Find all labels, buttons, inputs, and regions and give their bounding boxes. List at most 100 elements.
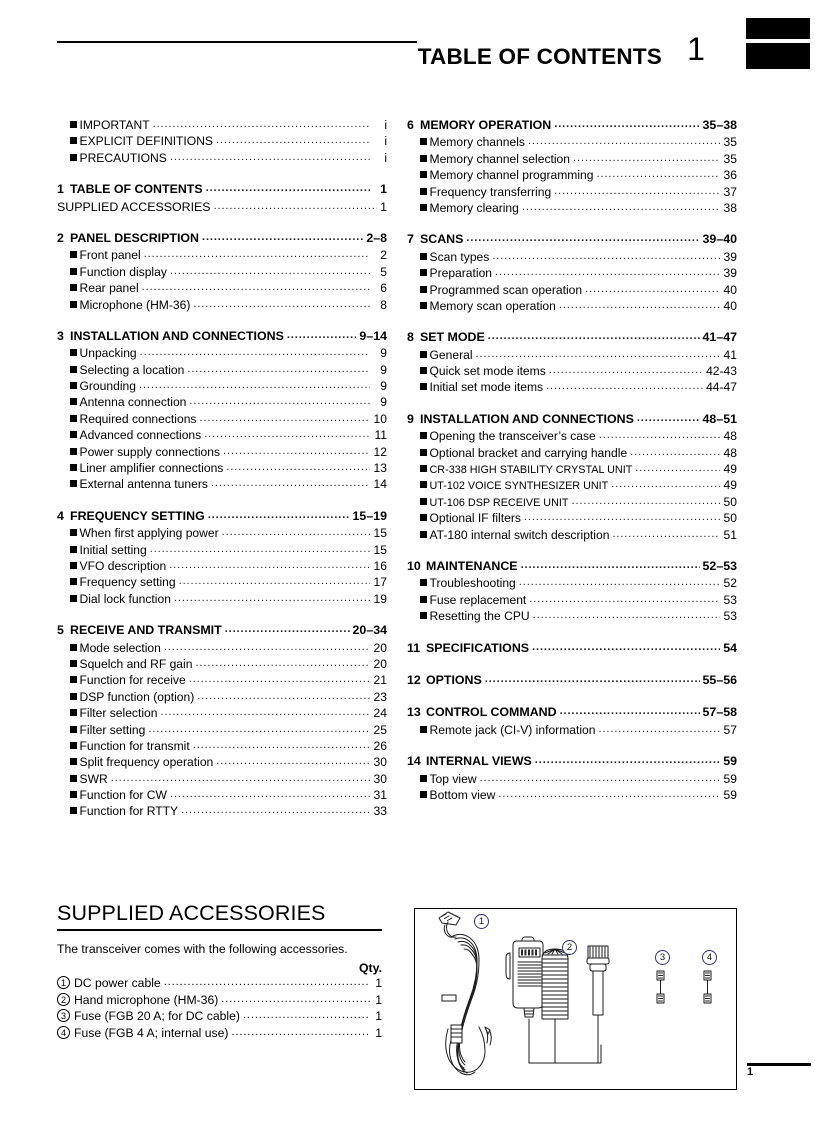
- toc-item-frequency-setting[interactable]: Frequency setting.......................…: [57, 575, 387, 591]
- toc-item-scan-types[interactable]: Scan types..............................…: [407, 250, 737, 266]
- toc-item-unpacking[interactable]: Unpacking...............................…: [57, 346, 387, 362]
- toc-entry-label: Frequency transferring: [429, 184, 552, 199]
- toc-item-advanced-connections[interactable]: Advanced connections....................…: [57, 428, 387, 444]
- toc-chapter-installation-and-connections[interactable]: 9 INSTALLATION AND CONNECTIONS...........…: [407, 412, 737, 429]
- leader-dots: ........................................…: [585, 282, 720, 295]
- toc-item-filter-setting[interactable]: Filter setting..........................…: [57, 723, 387, 739]
- toc-item-memory-channel-programming[interactable]: Memory channel programming..............…: [407, 168, 737, 184]
- toc-item-selecting-a-location[interactable]: Selecting a location....................…: [57, 363, 387, 379]
- accessory-qty: 1: [375, 976, 382, 991]
- toc-item-memory-scan-operation[interactable]: Memory scan operation...................…: [407, 299, 737, 315]
- accessory-index-circle: 2: [57, 992, 70, 1006]
- toc-item-dial-lock-function[interactable]: Dial lock function......................…: [57, 592, 387, 608]
- toc-item-troubleshooting[interactable]: Troubleshooting.........................…: [407, 576, 737, 592]
- toc-item-preparation[interactable]: Preparation.............................…: [407, 266, 737, 282]
- toc-entry-page: 54: [723, 640, 737, 655]
- toc-entry-label: Grounding: [79, 379, 136, 394]
- leader-dots: ........................................…: [139, 346, 370, 359]
- toc-item-precautions[interactable]: PRECAUTIONS.............................…: [57, 151, 387, 167]
- toc-item-mode-selection[interactable]: Mode selection..........................…: [57, 641, 387, 657]
- toc-chapter-number: 7: [407, 232, 414, 247]
- toc-item-when-first-applying-power[interactable]: When first applying power...............…: [57, 526, 387, 542]
- toc-item-filter-selection[interactable]: Filter selection........................…: [57, 706, 387, 722]
- toc-chapter-panel-description[interactable]: 2 PANEL DESCRIPTION......................…: [57, 231, 387, 248]
- square-bullet-icon: [70, 807, 77, 815]
- square-bullet-icon: [70, 464, 77, 472]
- toc-item-initial-setting[interactable]: Initial setting.........................…: [57, 543, 387, 559]
- toc-item-dsp-function-option[interactable]: DSP function (option)...................…: [57, 690, 387, 706]
- toc-chapter-set-mode[interactable]: 8 SET MODE...............................…: [407, 330, 737, 347]
- toc-item-rear-panel[interactable]: Rear panel..............................…: [57, 281, 387, 297]
- toc-chapter-table-of-contents[interactable]: 1 TABLE OF CONTENTS......................…: [57, 182, 387, 199]
- toc-chapter-specifications[interactable]: 11 SPECIFICATIONS........................…: [407, 641, 737, 658]
- toc-item-programmed-scan-operation[interactable]: Programmed scan operation...............…: [407, 283, 737, 299]
- toc-chapter-frequency-setting[interactable]: 4 FREQUENCY SETTING......................…: [57, 509, 387, 526]
- toc-entry-page: 20: [373, 640, 387, 655]
- toc-item-ut-106-dsp-receive-unit[interactable]: UT-106 DSP RECEIVE UNIT.................…: [407, 495, 737, 511]
- toc-item-opening-the-transceiver-s-case[interactable]: Opening the transceiver’s case..........…: [407, 429, 737, 445]
- toc-item-function-for-cw[interactable]: Function for CW.........................…: [57, 788, 387, 804]
- toc-item-front-panel[interactable]: Front panel.............................…: [57, 248, 387, 264]
- toc-entry-supplied-accessories[interactable]: SUPPLIED ACCESSORIES....................…: [57, 200, 387, 216]
- square-bullet-icon: [70, 365, 77, 373]
- toc-item-resetting-the-cpu[interactable]: Resetting the CPU.......................…: [407, 609, 737, 625]
- toc-item-split-frequency-operation[interactable]: Split frequency operation...............…: [57, 755, 387, 771]
- toc-item-antenna-connection[interactable]: Antenna connection......................…: [57, 395, 387, 411]
- toc-entry-page: 51: [723, 527, 737, 542]
- toc-chapter-memory-operation[interactable]: 6 MEMORY OPERATION.......................…: [407, 118, 737, 135]
- toc-item-frequency-transferring[interactable]: Frequency transferring..................…: [407, 185, 737, 201]
- toc-item-initial-set-mode-items[interactable]: Initial set mode items..................…: [407, 380, 737, 396]
- toc-item-microphone-hm-36[interactable]: Microphone (HM-36)......................…: [57, 298, 387, 314]
- toc-chapter-installation-and-connections[interactable]: 3 INSTALLATION AND CONNECTIONS...........…: [57, 329, 387, 346]
- toc-item-vfo-description[interactable]: VFO description.........................…: [57, 559, 387, 575]
- toc-chapter-internal-views[interactable]: 14 INTERNAL VIEWS........................…: [407, 754, 737, 771]
- toc-entry-label: Preparation: [429, 266, 493, 281]
- toc-item-quick-set-mode-items[interactable]: Quick set mode items....................…: [407, 364, 737, 380]
- chapter-number: 1: [687, 31, 705, 67]
- toc-item-grounding[interactable]: Grounding...............................…: [57, 379, 387, 395]
- toc-item-ut-102-voice-synthesizer-unit[interactable]: UT-102 VOICE SYNTHESIZER UNIT...........…: [407, 478, 737, 494]
- toc-item-fuse-replacement[interactable]: Fuse replacement........................…: [407, 593, 737, 609]
- toc-item-explicit-definitions[interactable]: EXPLICIT DEFINITIONS....................…: [57, 134, 387, 150]
- toc-item-squelch-and-rf-gain[interactable]: Squelch and RF gain.....................…: [57, 657, 387, 673]
- toc-item-remote-jack-ci-v-information[interactable]: Remote jack (CI-V) information..........…: [407, 723, 737, 739]
- toc-item-optional-if-filters[interactable]: Optional IF filters.....................…: [407, 511, 737, 527]
- toc-item-required-connections[interactable]: Required connections....................…: [57, 412, 387, 428]
- toc-entry-page: 57: [723, 722, 737, 737]
- toc-item-cr-338-high-stability-crystal-unit[interactable]: CR-338 HIGH STABILITY CRYSTAL UNIT......…: [407, 462, 737, 478]
- toc-chapter-control-command[interactable]: 13 CONTROL COMMAND.......................…: [407, 705, 737, 722]
- toc-entry-page: 39: [723, 266, 737, 281]
- toc-item-swr[interactable]: SWR.....................................…: [57, 772, 387, 788]
- leader-dots: ........................................…: [178, 575, 370, 588]
- leader-dots: ........................................…: [571, 494, 721, 507]
- square-bullet-icon: [420, 350, 427, 358]
- toc-item-optional-bracket-and-carrying-handle[interactable]: Optional bracket and carrying handle....…: [407, 446, 737, 462]
- toc-item-function-for-rtty[interactable]: Function for RTTY.......................…: [57, 804, 387, 820]
- toc-item-power-supply-connections[interactable]: Power supply connections................…: [57, 445, 387, 461]
- supplied-accessories-section: SUPPLIED ACCESSORIES The transceiver com…: [57, 902, 387, 1042]
- toc-item-at-180-internal-switch-description[interactable]: AT-180 internal switch description......…: [407, 528, 737, 544]
- accessory-qty: 1: [375, 992, 382, 1007]
- toc-item-bottom-view[interactable]: Bottom view.............................…: [407, 788, 737, 804]
- toc-chapter-options[interactable]: 12 OPTIONS...............................…: [407, 673, 737, 690]
- toc-item-memory-channel-selection[interactable]: Memory channel selection................…: [407, 152, 737, 168]
- toc-chapter-receive-and-transmit[interactable]: 5 RECEIVE AND TRANSMIT...................…: [57, 623, 387, 640]
- toc-item-important[interactable]: IMPORTANT...............................…: [57, 118, 387, 134]
- toc-item-top-view[interactable]: Top view................................…: [407, 772, 737, 788]
- toc-chapter-scans[interactable]: 7 SCANS..................................…: [407, 232, 737, 249]
- toc-item-general[interactable]: General.................................…: [407, 348, 737, 364]
- toc-entry-page: 57–58: [702, 705, 737, 720]
- toc-chapter-maintenance[interactable]: 10 MAINTENANCE...........................…: [407, 559, 737, 576]
- toc-entry-page: 52: [723, 576, 737, 591]
- toc-item-liner-amplifier-connections[interactable]: Liner amplifier connections.............…: [57, 461, 387, 477]
- accessory-index-circle: 4: [57, 1025, 70, 1039]
- toc-item-external-antenna-tuners[interactable]: External antenna tuners.................…: [57, 477, 387, 493]
- toc-item-function-display[interactable]: Function display........................…: [57, 265, 387, 281]
- toc-item-function-for-receive[interactable]: Function for receive....................…: [57, 673, 387, 689]
- toc-item-memory-clearing[interactable]: Memory clearing.........................…: [407, 201, 737, 217]
- toc-item-memory-channels[interactable]: Memory channels.........................…: [407, 135, 737, 151]
- toc-item-function-for-transmit[interactable]: Function for transmit...................…: [57, 739, 387, 755]
- toc-entry-label: SET MODE: [420, 330, 485, 345]
- leader-dots: ........................................…: [221, 992, 370, 1005]
- leader-dots: ........................................…: [110, 771, 370, 784]
